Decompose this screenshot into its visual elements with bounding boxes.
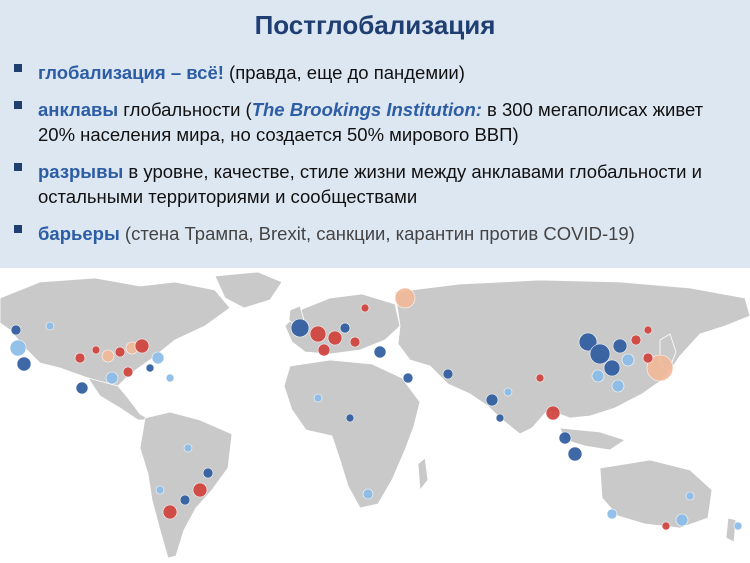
city-marker (192, 482, 208, 498)
city-marker (603, 359, 621, 377)
city-markers (9, 287, 743, 531)
city-marker (309, 325, 327, 343)
city-marker (105, 371, 119, 385)
bullet-keyword: анклавы (38, 99, 119, 120)
city-marker (75, 381, 89, 395)
bullet-gaps: разрывы в уровне, качестве, стиле жизни … (14, 159, 739, 209)
city-marker (339, 322, 351, 334)
city-marker (74, 352, 86, 364)
south-america (139, 411, 233, 559)
bullet-marker (14, 225, 22, 233)
city-marker (642, 352, 654, 364)
north-america (0, 277, 231, 387)
africa (283, 359, 421, 509)
city-marker (313, 393, 323, 403)
city-marker (155, 485, 165, 495)
city-marker (685, 491, 695, 501)
greenland (214, 271, 283, 309)
city-marker (495, 413, 505, 423)
city-marker (327, 330, 343, 346)
bullet-text: в уровне, качестве, стиле жизни между ан… (38, 161, 702, 207)
new-zealand (725, 517, 737, 543)
city-marker (621, 353, 635, 367)
city-marker (151, 351, 165, 365)
world-map (0, 271, 750, 559)
city-marker (567, 446, 583, 462)
city-marker (202, 467, 214, 479)
city-marker (578, 332, 598, 352)
city-marker (643, 325, 653, 335)
australia (599, 459, 713, 529)
city-marker (91, 345, 101, 355)
city-marker (558, 431, 572, 445)
city-marker (394, 287, 416, 309)
continents (0, 271, 750, 559)
city-marker (545, 405, 561, 421)
city-marker (183, 443, 193, 453)
bullet-globalization: глобализация – всё! (правда, еще до панд… (14, 60, 739, 85)
city-marker (442, 368, 454, 380)
city-marker (360, 303, 370, 313)
city-marker (661, 521, 671, 531)
bullet-text: глобальности ( (118, 99, 252, 120)
city-marker (733, 521, 743, 531)
city-marker (606, 508, 618, 520)
city-marker (349, 336, 361, 348)
city-marker (10, 324, 22, 336)
bullet-text: (правда, еще до пандемии) (223, 62, 465, 83)
city-marker (362, 488, 374, 500)
city-marker (179, 494, 191, 506)
city-marker (373, 345, 387, 359)
city-marker (535, 373, 545, 383)
slide-title: Постглобализация (254, 10, 496, 40)
bullet-marker (14, 101, 22, 109)
city-marker (165, 373, 175, 383)
city-marker (485, 393, 499, 407)
bullet-keyword: барьеры (38, 223, 120, 244)
city-marker (134, 338, 150, 354)
city-marker (16, 356, 32, 372)
bullet-marker (14, 163, 22, 171)
bullet-list: глобализация – всё! (правда, еще до панд… (14, 60, 739, 258)
city-marker (290, 318, 310, 338)
city-marker (630, 334, 642, 346)
city-marker (162, 504, 178, 520)
city-marker (9, 339, 27, 357)
bullet-text: (стена Трампа, Brexit, санкции, карантин… (119, 223, 635, 244)
source-name: The Brookings Institution: (251, 99, 482, 120)
city-marker (646, 354, 674, 382)
city-marker (402, 372, 414, 384)
bullet-keyword: глобализация – всё! (38, 62, 224, 83)
madagascar (417, 457, 429, 492)
slide-header: Постглобализация глобализация – всё! (пр… (0, 0, 750, 268)
city-marker (122, 366, 134, 378)
city-marker (317, 343, 331, 357)
city-marker (503, 387, 513, 397)
city-marker (589, 343, 611, 365)
bullet-keyword: разрывы (38, 161, 124, 182)
city-marker (145, 363, 155, 373)
city-marker (45, 321, 55, 331)
city-marker (114, 346, 126, 358)
bullet-marker (14, 64, 22, 72)
city-marker (675, 513, 689, 527)
city-marker (611, 379, 625, 393)
city-marker (101, 349, 115, 363)
asia (394, 279, 750, 435)
city-marker (345, 413, 355, 423)
city-marker (612, 338, 628, 354)
city-marker (591, 369, 605, 383)
bullet-enclaves: анклавы глобальности (The Brookings Inst… (14, 97, 739, 147)
bullet-text: в 300 мегаполисах живет 20% населения ми… (38, 99, 704, 145)
bullet-barriers: барьеры (стена Трампа, Brexit, санкции, … (14, 221, 739, 246)
